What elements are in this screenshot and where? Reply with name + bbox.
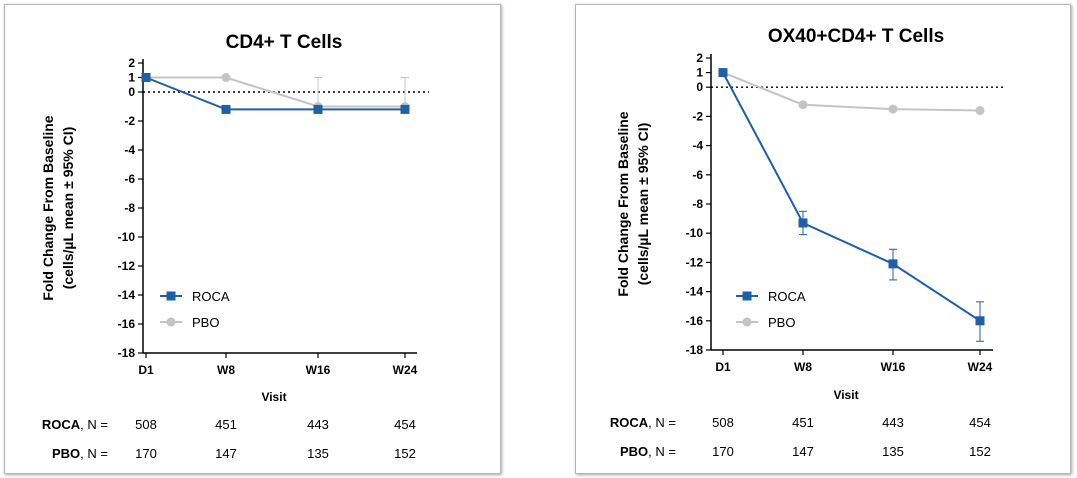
n-value: 454 — [394, 417, 416, 432]
data-point-square — [141, 73, 151, 82]
data-point-square — [798, 218, 808, 228]
y-tick-label: 1 — [696, 66, 703, 80]
n-value: 152 — [394, 446, 416, 461]
n-row-group: PBO — [620, 444, 648, 459]
n-value: 451 — [215, 417, 237, 432]
y-tick-label: -6 — [692, 168, 703, 182]
y-tick-label: -4 — [692, 139, 703, 153]
y-tick-label: -14 — [686, 285, 704, 299]
x-tick-label: W24 — [968, 360, 993, 374]
y-tick-label: -8 — [692, 197, 703, 211]
y-tick-label: 0 — [696, 80, 703, 94]
series-roca — [718, 68, 985, 342]
data-point-square — [313, 104, 323, 114]
legend-label: PBO — [768, 315, 795, 330]
y-tick-label: -16 — [118, 317, 136, 331]
y-tick-label: 0 — [128, 85, 135, 99]
data-point-square — [221, 104, 231, 114]
x-tick-label: W8 — [217, 363, 235, 377]
data-point-square — [400, 104, 410, 114]
legend-marker-circle — [742, 317, 752, 327]
n-row-group: PBO — [52, 446, 80, 461]
n-value: 508 — [135, 417, 157, 432]
n-row-label: PBO, N = — [52, 446, 108, 461]
y-tick-label: -12 — [118, 259, 136, 273]
y-tick-label: -14 — [118, 288, 136, 302]
data-point-square — [888, 259, 898, 269]
legend-marker-circle — [166, 317, 176, 327]
x-tick-label: W8 — [794, 360, 812, 374]
y-tick-label: -2 — [124, 114, 135, 128]
n-value: 170 — [712, 444, 734, 459]
x-axis-label: Visit — [261, 390, 286, 404]
legend-marker-square — [166, 291, 176, 301]
y-tick-label: -6 — [124, 172, 135, 186]
n-value: 451 — [792, 415, 814, 430]
legend-label: ROCA — [768, 289, 806, 304]
series-line — [146, 76, 405, 108]
n-row-label: ROCA, N = — [610, 415, 676, 430]
data-point-circle — [975, 106, 985, 116]
n-value: 135 — [882, 444, 904, 459]
series-pbo — [718, 68, 985, 116]
y-axis-label-line2: (cells/µL mean ± 95% CI) — [60, 127, 76, 290]
n-value: 508 — [712, 415, 734, 430]
y-tick-label: 2 — [128, 56, 135, 70]
n-value: 135 — [307, 446, 329, 461]
y-tick-label: -18 — [118, 346, 136, 360]
y-tick-label: -8 — [124, 201, 135, 215]
chart-cd4-svg: CD4+ T Cells Fold Change From Baseline (ce… — [40, 32, 429, 461]
data-point-circle — [888, 104, 898, 114]
n-value: 443 — [307, 417, 329, 432]
y-tick-label: -10 — [686, 226, 704, 240]
x-tick-label: W16 — [306, 363, 331, 377]
chart-title: OX40+CD4+ T Cells — [768, 26, 944, 47]
series-line — [722, 71, 981, 112]
y-tick-label: -16 — [686, 314, 704, 328]
n-value: 147 — [792, 444, 814, 459]
chart-title: CD4+ T Cells — [226, 32, 343, 53]
n-row-suffix: , N = — [648, 415, 676, 430]
y-tick-label: -12 — [686, 255, 704, 269]
n-value: 152 — [969, 444, 991, 459]
n-row-label: PBO, N = — [620, 444, 676, 459]
legend-label: PBO — [192, 315, 219, 330]
series-line — [145, 76, 405, 111]
x-tick-label: D1 — [715, 360, 731, 374]
n-value: 443 — [882, 415, 904, 430]
n-row-suffix: , N = — [80, 417, 108, 432]
data-point-square — [718, 68, 728, 78]
series-line — [722, 72, 981, 322]
y-axis-label: Fold Change From Baseline — [615, 111, 631, 296]
n-value: 147 — [215, 446, 237, 461]
chart-panel-ox40cd4: OX40+CD4+ T Cells Fold Change From Baseli… — [575, 4, 1071, 474]
x-tick-label: D1 — [138, 363, 154, 377]
y-tick-label: -18 — [686, 343, 704, 357]
data-point-circle — [221, 73, 231, 82]
chart-panel-cd4: CD4+ T Cells Fold Change From Baseline (ce… — [4, 4, 501, 474]
legend-label: ROCA — [192, 289, 230, 304]
n-row-group: ROCA — [42, 417, 81, 432]
n-value: 170 — [135, 446, 157, 461]
legend-marker-square — [742, 291, 752, 301]
n-value: 454 — [969, 415, 991, 430]
n-row-suffix: , N = — [80, 446, 108, 461]
data-point-circle — [798, 100, 808, 110]
y-tick-label: 1 — [128, 71, 135, 85]
y-tick-label: -2 — [692, 109, 703, 123]
y-tick-label: 2 — [696, 51, 703, 65]
x-tick-label: W24 — [393, 363, 418, 377]
series-roca — [141, 73, 410, 114]
data-point-square — [975, 316, 985, 326]
n-row-label: ROCA, N = — [42, 417, 108, 432]
x-tick-label: W16 — [881, 360, 906, 374]
n-row-suffix: , N = — [648, 444, 676, 459]
y-axis-label: Fold Change From Baseline — [40, 115, 56, 300]
y-axis-label-line2: (cells/µL mean ± 95% CI) — [635, 123, 651, 286]
x-axis-label: Visit — [833, 388, 858, 402]
n-row-group: ROCA — [610, 415, 649, 430]
y-tick-label: -10 — [118, 230, 136, 244]
chart-ox40cd4-svg: OX40+CD4+ T Cells Fold Change From Baseli… — [610, 26, 1005, 459]
y-tick-label: -4 — [124, 143, 135, 157]
